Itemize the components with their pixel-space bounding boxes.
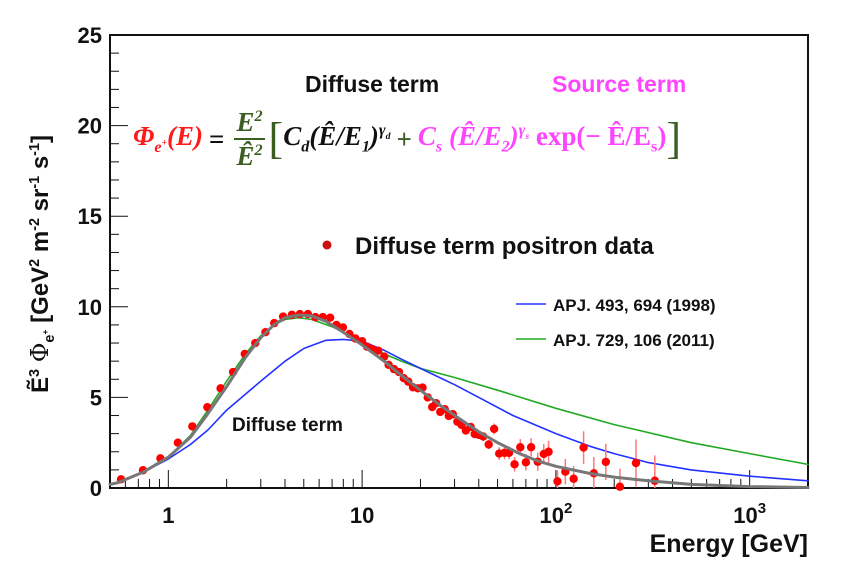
formula-lhs: Φe+(E) — [133, 121, 204, 156]
y-tick-label: 5 — [90, 385, 102, 410]
curve-apj-1998 — [109, 338, 809, 486]
formula-left-bracket: [ — [268, 114, 284, 163]
data-point — [325, 313, 335, 322]
y-axis-symbol: Ẽ — [27, 376, 54, 393]
diffuse-curve-label: Diffuse term — [232, 415, 343, 436]
data-point — [510, 460, 519, 469]
data-point — [516, 443, 525, 452]
data-point — [489, 424, 499, 434]
data-point — [569, 474, 578, 483]
x-axis-title: Energy [GeV] — [649, 530, 808, 558]
data-point — [615, 482, 625, 491]
x-tick-label: 10 — [350, 503, 374, 528]
y-tick-label: 10 — [78, 295, 102, 320]
data-point — [544, 447, 553, 456]
legend-data-marker — [322, 240, 332, 250]
diffuse-term-header: Diffuse term — [305, 71, 439, 97]
y-axis-units: [GeV — [27, 266, 54, 323]
axes: 0 5 10 15 20 25 1 10 102 103 — [78, 23, 809, 528]
model-formula: Φe+(E) = E2 Ê2 [ Cd(Ê/E1)γd + Cs (Ê/E2)γ… — [133, 108, 681, 170]
formula-fraction: E2 Ê2 — [234, 107, 265, 171]
data-point — [484, 440, 493, 449]
source-term-header: Source term — [552, 71, 686, 97]
y-tick-label: 20 — [78, 114, 102, 139]
x-tick-label: 102 — [539, 500, 572, 528]
data-point — [521, 458, 531, 467]
formula-source-term: Cs (Ê/E2)γs exp(− Ê/Es) — [417, 121, 667, 156]
data-point — [601, 457, 611, 467]
legend-data-label: Diffuse term positron data — [355, 233, 654, 260]
data-point — [188, 422, 197, 431]
data-point — [373, 346, 383, 355]
formula-equals: = — [209, 123, 225, 154]
data-point — [526, 443, 536, 452]
legend-label-apj1998: APJ. 493, 694 (1998) — [553, 296, 716, 315]
data-point — [631, 458, 641, 468]
data-point — [579, 443, 588, 452]
y-tick-label: 0 — [90, 476, 102, 501]
formula-diffuse-term: Cd(Ê/E1)γd — [283, 121, 391, 156]
x-tick-label: 1 — [162, 503, 174, 528]
legend-label-apj2011: APJ. 729, 106 (2011) — [553, 331, 715, 350]
formula-right-bracket: ] — [666, 114, 681, 163]
y-tick-label: 25 — [78, 23, 102, 48]
y-tick-label: 15 — [78, 204, 102, 229]
plot-frame — [109, 34, 809, 489]
legend: Diffuse term positron data APJ. 493, 694… — [322, 233, 716, 350]
data-point — [553, 477, 562, 486]
x-tick-label: 103 — [733, 500, 766, 528]
formula-plus: + — [396, 123, 412, 154]
fit-curve-diffuse-term — [108, 313, 810, 489]
y-axis-title: Ẽ3 Φe+ [GeV2 m-2 sr-1 s-1] — [26, 135, 58, 393]
